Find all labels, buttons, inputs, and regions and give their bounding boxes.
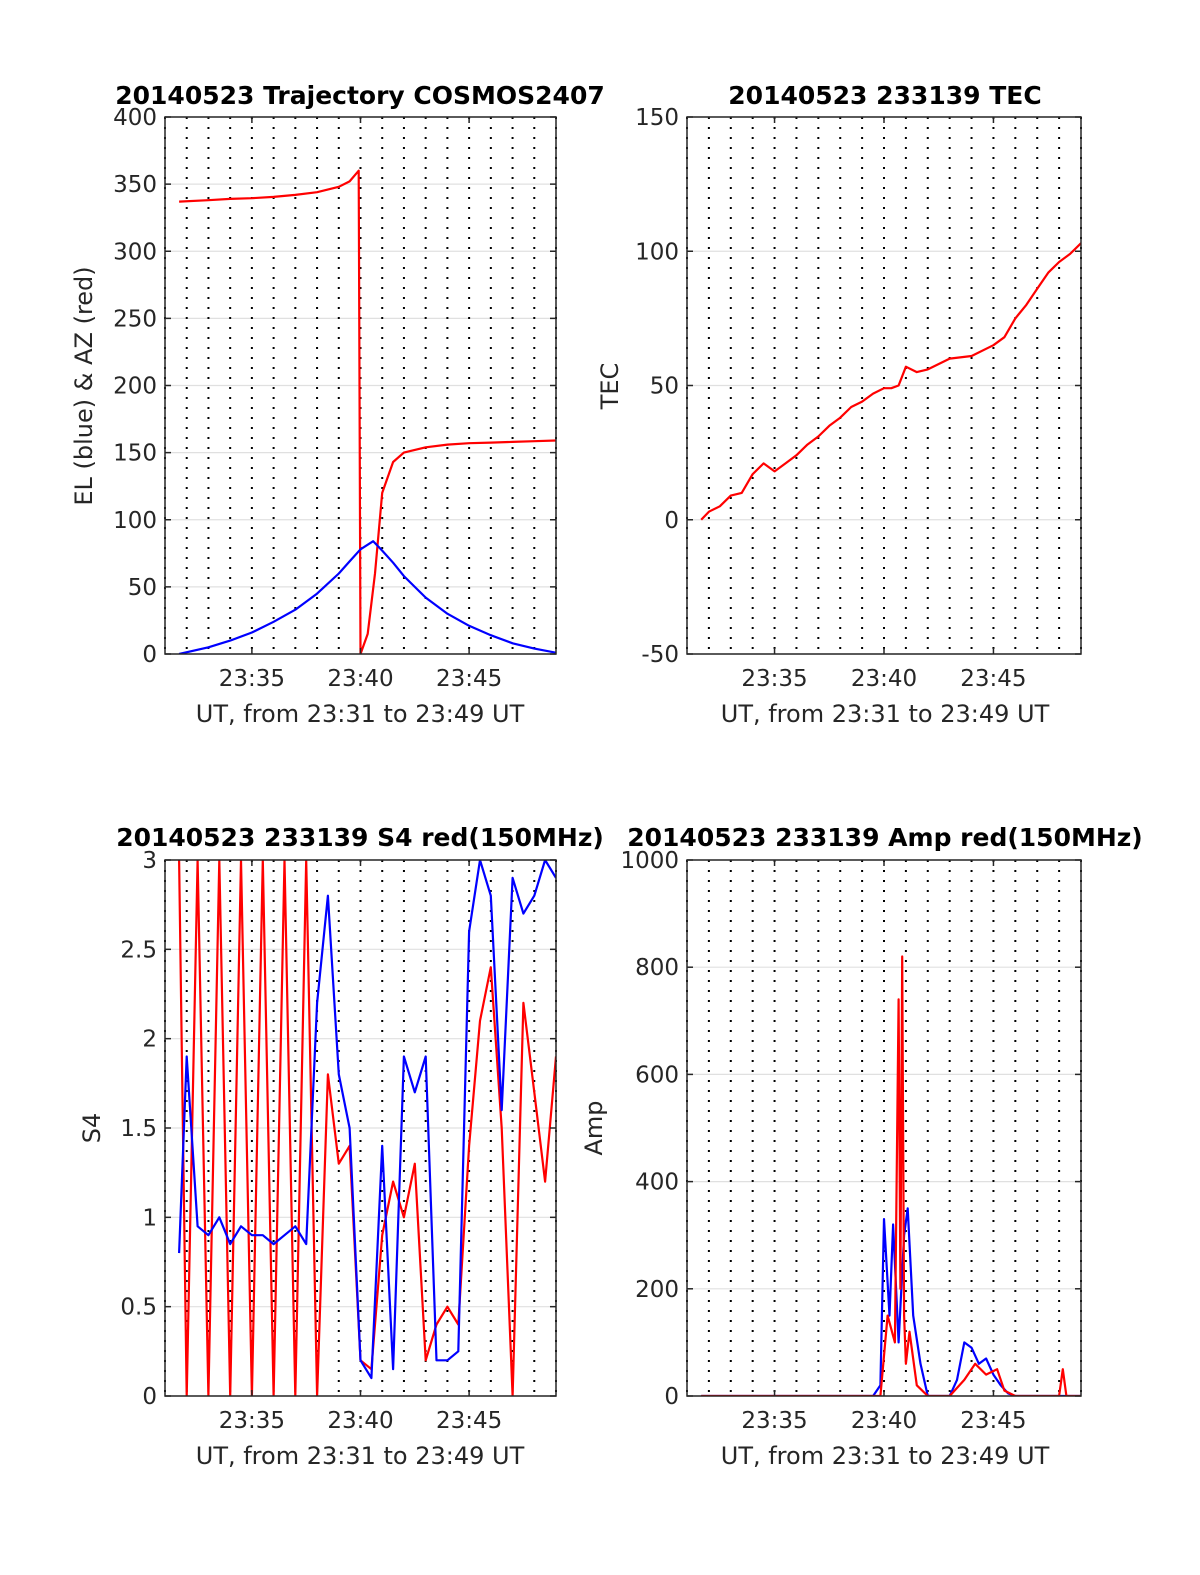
x-axis-label: UT, from 23:31 to 23:49 UT — [196, 700, 525, 728]
chart-title: 20140523 233139 TEC — [728, 81, 1041, 110]
y-tick-label: 0.5 — [120, 1295, 157, 1321]
y-tick-label: 150 — [635, 105, 679, 131]
series-line-blue — [178, 540, 556, 654]
x-tick-label: 23:45 — [960, 666, 1026, 692]
y-tick-label: 300 — [113, 239, 157, 265]
series-line-red — [178, 860, 556, 1396]
y-tick-label: 250 — [113, 306, 157, 332]
x-tick-label: 23:45 — [436, 666, 502, 692]
x-tick-label: 23:40 — [327, 666, 393, 692]
series-line-red — [701, 955, 1081, 1396]
x-tick-label: 23:40 — [851, 1408, 917, 1434]
x-tick-label: 23:40 — [327, 1408, 393, 1434]
y-tick-label: 1.5 — [120, 1116, 157, 1142]
x-tick-label: 23:35 — [219, 666, 285, 692]
y-tick-label: 350 — [113, 172, 157, 198]
y-tick-label: 1 — [142, 1205, 157, 1231]
y-tick-label: 400 — [113, 105, 157, 131]
chart-title: 20140523 233139 Amp red(150MHz) — [627, 823, 1143, 852]
y-tick-label: 2.5 — [120, 937, 157, 963]
x-tick-label: 23:35 — [219, 1408, 285, 1434]
series-line-red — [700, 242, 1081, 521]
y-tick-label: -50 — [641, 642, 679, 668]
x-tick-label: 23:40 — [851, 666, 917, 692]
x-tick-label: 23:35 — [741, 1408, 807, 1434]
chart-panel-amp: 20140523 233139 Amp red(150MHz) UT, from… — [580, 823, 1143, 1470]
x-axis-label: UT, from 23:31 to 23:49 UT — [721, 700, 1050, 728]
y-tick-label: 100 — [113, 508, 157, 534]
y-tick-label: 600 — [635, 1062, 679, 1088]
y-tick-label: 800 — [635, 955, 679, 981]
y-axis-label: TEC — [596, 363, 624, 411]
y-axis-label: Amp — [580, 1100, 608, 1155]
y-tick-label: 0 — [142, 1384, 157, 1410]
y-axis-label: S4 — [78, 1113, 106, 1144]
x-tick-label: 23:35 — [741, 666, 807, 692]
x-axis-label: UT, from 23:31 to 23:49 UT — [721, 1442, 1050, 1470]
series-line-blue — [701, 1207, 1081, 1396]
y-tick-label: 0 — [664, 508, 679, 534]
chart-panel-s4: 20140523 233139 S4 red(150MHz) UT, from … — [78, 823, 604, 1470]
chart-title: 20140523 233139 S4 red(150MHz) — [116, 823, 604, 852]
chart-panel-trajectory: 20140523 Trajectory COSMOS2407 UT, from … — [70, 81, 605, 728]
y-axis-label: EL (blue) & AZ (red) — [70, 266, 98, 505]
chart-panel-tec: 20140523 233139 TEC UT, from 23:31 to 23… — [596, 81, 1082, 728]
y-tick-label: 50 — [128, 575, 157, 601]
y-tick-label: 150 — [113, 441, 157, 467]
y-tick-label: 100 — [635, 239, 679, 265]
series-line-blue — [178, 860, 556, 1380]
x-tick-label: 23:45 — [436, 1408, 502, 1434]
y-tick-label: 50 — [650, 374, 679, 400]
y-tick-label: 2 — [142, 1027, 157, 1053]
y-tick-label: 200 — [113, 374, 157, 400]
y-tick-label: 400 — [635, 1170, 679, 1196]
y-tick-label: 3 — [142, 848, 157, 874]
y-tick-label: 0 — [142, 642, 157, 668]
y-tick-label: 200 — [635, 1277, 679, 1303]
y-tick-label: 0 — [664, 1384, 679, 1410]
chart-title: 20140523 Trajectory COSMOS2407 — [115, 81, 605, 110]
series-line-red — [179, 169, 556, 654]
y-tick-label: 1000 — [620, 848, 679, 874]
x-axis-label: UT, from 23:31 to 23:49 UT — [196, 1442, 525, 1470]
x-tick-label: 23:45 — [960, 1408, 1026, 1434]
